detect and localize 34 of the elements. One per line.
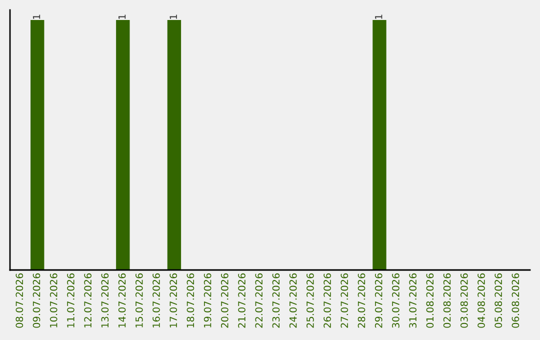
x-tick-label: 21.07.2026 [238, 273, 246, 328]
x-tick-label: 28.07.2026 [358, 273, 366, 328]
x-tick-label: 06.08.2026 [512, 273, 520, 328]
x-tick-label: 13.07.2026 [101, 273, 109, 328]
x-tick-label: 01.08.2026 [426, 273, 434, 328]
x-tick-label: 05.08.2026 [494, 273, 502, 328]
x-tick-label: 27.07.2026 [340, 273, 348, 328]
x-tick-label: 03.08.2026 [460, 273, 468, 328]
x-tick-label: 15.07.2026 [135, 273, 143, 328]
data-label: 1 [32, 14, 40, 19]
x-tick-label: 25.07.2026 [306, 273, 314, 328]
data-label: 1 [170, 14, 177, 19]
x-tick-label: 12.07.2026 [84, 273, 92, 328]
data-label: 1 [375, 14, 382, 19]
x-tick-label: 24.07.2026 [289, 273, 297, 328]
x-tick-label: 29.07.2026 [374, 273, 382, 328]
x-tick-label: 17.07.2026 [170, 273, 178, 328]
x-tick-label: 08.07.2026 [16, 273, 24, 328]
x-tick-label: 20.07.2026 [220, 273, 228, 328]
data-label: 1 [118, 14, 126, 19]
x-tick-label: 02.08.2026 [443, 273, 451, 328]
x-tick-label: 14.07.2026 [118, 273, 126, 328]
x-tick-label: 19.07.2026 [204, 273, 212, 328]
x-tick-label: 22.07.2026 [255, 273, 263, 328]
x-tick-label: 23.07.2026 [272, 273, 280, 328]
x-tick-label: 30.07.2026 [392, 273, 400, 328]
x-tick-label: 09.07.2026 [32, 273, 40, 328]
x-tick-label: 16.07.2026 [152, 273, 160, 328]
x-tick-label: 11.07.2026 [67, 273, 74, 328]
x-tick-label: 26.07.2026 [324, 273, 331, 328]
x-tick-label: 04.08.2026 [478, 273, 485, 328]
x-tick-label: 31.07.2026 [409, 273, 417, 328]
x-tick-label: 10.07.2026 [50, 273, 58, 328]
x-tick-label: 18.07.2026 [186, 273, 194, 328]
